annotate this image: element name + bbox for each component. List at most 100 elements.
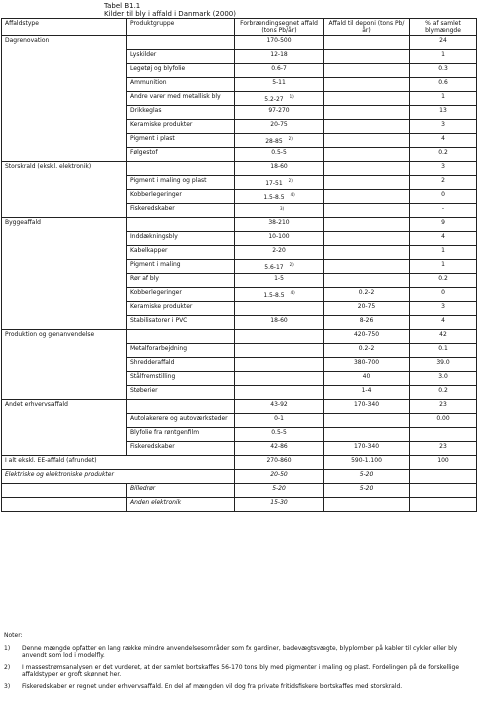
deponi-cell: 40 — [323, 371, 410, 386]
deponi-cell: 380-700 — [323, 357, 410, 372]
ee-pct-cell — [409, 497, 477, 512]
total-pct: 100 — [409, 455, 477, 470]
header-forbraending: Forbrændingsegnet affald (tons Pb/år) — [234, 18, 324, 36]
group-row: Dagrenovation 170-500 24 — [1, 35, 477, 162]
forbr-cell — [234, 343, 324, 358]
forbr-cell: 5.6-17 2) — [234, 259, 324, 274]
header-produktgruppe: Produktgruppe — [126, 18, 235, 36]
pct-cell: 0.00 — [409, 413, 477, 428]
footnote-ref: 3) — [279, 206, 285, 211]
group-pct-cell: 23 — [409, 399, 477, 414]
deponi-cell — [323, 77, 410, 92]
pct-cell: 0.1 — [409, 343, 477, 358]
ee-row: Elektriske og elektroniske produkter 20-5… — [1, 469, 477, 484]
product-cell: Følgestof — [126, 147, 235, 162]
deponi-cell — [323, 49, 410, 64]
footnote-ref: 2) — [289, 262, 294, 267]
deponi-cell — [323, 231, 410, 246]
pct-cell: 1 — [409, 245, 477, 260]
pct-cell: 0.2 — [409, 385, 477, 400]
forbr-value: 18-60 — [270, 317, 288, 324]
total-deponi: 590-1.100 — [323, 455, 410, 470]
note-number: 1) — [4, 645, 11, 652]
group-type-cell: Storskrald (ekskl. elektronik) — [1, 161, 127, 218]
group-deponi-cell — [323, 35, 410, 50]
pct-cell: 3 — [409, 119, 477, 134]
forbr-value: 1-5 — [274, 275, 284, 282]
deponi-cell — [323, 119, 410, 134]
forbr-cell — [234, 371, 324, 386]
deponi-cell — [323, 273, 410, 288]
group-product-cell — [126, 217, 235, 232]
lead-sources-table: Affaldstype Produktgruppe Forbrændingseg… — [1, 18, 477, 512]
pct-cell: 4 — [409, 315, 477, 330]
forbr-value: 20-75 — [270, 121, 288, 128]
product-cell: Kobberlegeringer — [126, 287, 235, 302]
product-cell: Rør af bly — [126, 273, 235, 288]
deponi-cell — [323, 105, 410, 120]
footnote-ref: 2) — [288, 178, 293, 183]
deponi-cell: 170-340 — [323, 441, 410, 456]
ee-pct-cell — [409, 483, 477, 498]
pct-cell: 0.3 — [409, 63, 477, 78]
forbr-cell: 1.5-8.5 4) — [234, 287, 324, 302]
group-type-cell: Andet erhvervsaffald — [1, 399, 127, 456]
pct-cell: 0 — [409, 287, 477, 302]
forbr-value: 97-270 — [268, 107, 290, 114]
forbr-value: 0-1 — [274, 415, 284, 422]
header-row: Affaldstype Produktgruppe Forbrændingseg… — [1, 18, 477, 36]
forbr-cell: 0.5-5 — [234, 147, 324, 162]
pct-cell: 1 — [409, 259, 477, 274]
deponi-cell — [323, 147, 410, 162]
pct-cell: 2 — [409, 175, 477, 190]
note-number: 3) — [4, 683, 11, 690]
forbr-value: 0.5-5 — [271, 149, 287, 156]
ee-forbr-cell: 5-20 — [234, 483, 324, 498]
deponi-cell — [323, 427, 410, 442]
note-text: I massestrømsanalysen er det vurderet, a… — [22, 664, 460, 678]
product-cell: Andre varer med metallisk bly — [126, 91, 235, 106]
table-row: Drikkeglas 97-270 13 — [2, 105, 477, 120]
ee-product-cell: Anden elektronik — [126, 497, 235, 512]
product-cell: Fiskeredskaber — [126, 441, 235, 456]
note-number: 2) — [4, 664, 11, 671]
table-row: Pigment i maling 5.6-17 2) 1 — [2, 259, 477, 274]
ee-forbr-cell: 15-30 — [234, 497, 324, 512]
product-cell: Keramiske produkter — [126, 119, 235, 134]
group-product-cell — [126, 35, 235, 50]
forbr-cell: 42-86 — [234, 441, 324, 456]
forbr-value: 5.2-27 — [264, 96, 284, 103]
deponi-cell — [323, 175, 410, 190]
forbr-cell: 5.2-27 1) — [234, 91, 324, 106]
product-cell: Blyfolie fra røntgenfilm — [126, 427, 235, 442]
ee-sub-row: Billedrør 5-20 5-20 — [1, 483, 477, 498]
product-cell: Stålfremstilling — [126, 371, 235, 386]
ee-pct — [409, 469, 477, 484]
group-row: Produktion og genanvendelse 420-750 42 — [1, 329, 477, 400]
forbr-cell: 18-60 — [234, 315, 324, 330]
table-row: Fiskeredskaber 3) - — [2, 203, 477, 218]
table-row: Lyskilder 12-18 1 — [2, 49, 477, 64]
group-pct-cell: 42 — [409, 329, 477, 344]
ee-deponi-cell — [323, 497, 410, 512]
product-cell: Inddækningsbly — [126, 231, 235, 246]
group-forbr-cell: 38-210 — [234, 217, 324, 232]
deponi-cell: 0.2-2 — [323, 287, 410, 302]
forbr-cell: 97-270 — [234, 105, 324, 120]
group-product-cell — [126, 329, 235, 344]
forbr-cell: 12-18 — [234, 49, 324, 64]
forbr-value: 10-100 — [268, 233, 290, 240]
forbr-value: 1.5-8.5 — [263, 292, 285, 299]
forbr-value: 12-18 — [270, 51, 288, 58]
deponi-cell — [323, 189, 410, 204]
group-deponi-cell — [323, 161, 410, 176]
product-cell: Autolakerere og autoværksteder — [126, 413, 235, 428]
pct-cell: 3.0 — [409, 371, 477, 386]
note-item: 1) Denne mængde opfatter en lang række m… — [4, 645, 474, 659]
total-row: I alt ekskl. EE-affald (afrundet) 270-860… — [1, 455, 477, 470]
header-procent: % af samlet blymængde — [409, 18, 477, 36]
deponi-cell — [323, 203, 410, 218]
group-deponi-cell: 420-750 — [323, 329, 410, 344]
group-product-cell — [126, 399, 235, 414]
forbr-cell: 0.6-7 — [234, 63, 324, 78]
